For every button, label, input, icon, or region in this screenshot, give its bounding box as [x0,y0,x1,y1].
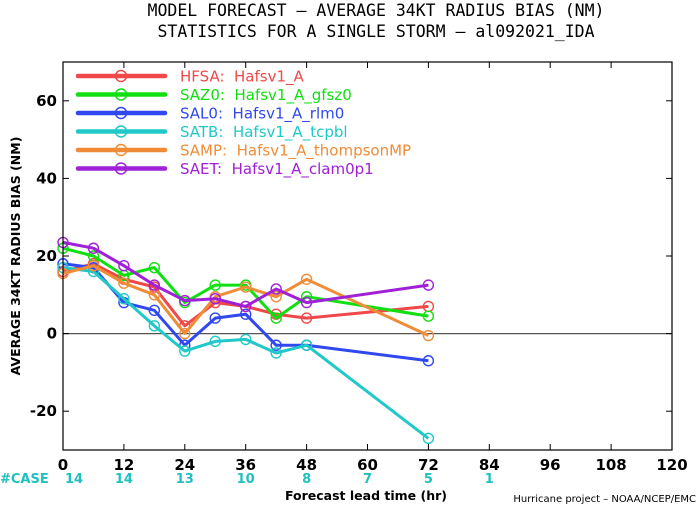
x-tick-label: 12 [113,456,134,474]
series-point [209,312,221,324]
legend-entry-4: SAMP: Hafsv1_A_thompsonMP [75,142,411,161]
series-point [300,339,313,351]
legend-entry-5: SAET: Hafsv1_A_clam0p1 [75,160,374,179]
series-point [118,277,130,289]
x-tick-label: 72 [418,456,439,474]
legend-entry-0: HFSA: Hafsv1_A [75,68,305,87]
case-count: 14 [65,472,83,487]
series-line [62,246,429,320]
series-point [209,292,221,305]
case-count: 8 [302,472,311,487]
case-count: 7 [363,472,372,487]
legend-marker [114,162,128,175]
series-point [148,320,161,332]
legend-label: SAZ0: Hafsv1_A_gfsz0 [180,86,352,105]
legend-label: SATB: Hafsv1_A_tcpbl [180,123,348,142]
case-counts: #CASE 14 14 13 10 8 7 5 1 [0,472,494,487]
x-tick-label: 96 [540,456,561,474]
series-point [87,260,100,272]
legend-marker [114,143,128,157]
y-tick-label: 60 [36,92,57,110]
case-count: 1 [485,472,494,487]
y-tick-label: 20 [36,247,57,265]
x-tick-label: 108 [595,456,626,474]
legend-marker [114,69,128,83]
series-point [270,312,282,324]
series-point [179,327,191,340]
series-point [300,312,313,324]
legend-entry-3: SATB: Hafsv1_A_tcpbl [75,123,348,142]
series-layer [57,236,435,445]
y-tick-label: 0 [47,325,57,343]
legend-label: SAL0: Hafsv1_A_rlm0 [180,105,344,124]
series-line [62,266,430,440]
legend-marker [114,106,128,120]
legend-entry-2: SAL0: Hafsv1_A_rlm0 [75,105,344,124]
series-point [270,339,282,351]
series-point [270,283,282,295]
series-5 [57,236,435,313]
legend-label: HFSA: Hafsv1_A [180,68,305,87]
series-point [270,347,282,359]
legend-marker [114,125,128,138]
series-point [300,273,313,285]
series-point [270,291,282,303]
series-point [239,281,252,293]
series-point [239,308,252,320]
x-axis-title: Forecast lead time (hr) [285,488,447,503]
case-count: 5 [424,472,433,487]
series-line [62,240,429,308]
chart-title: MODEL FORECAST – AVERAGE 34KT RADIUS BIA… [148,1,605,20]
ticks-layer: 0 12 24 36 48 60 72 84 96 108 120 -20 0 20 40 60 [30,62,688,474]
legend-label: SAMP: Hafsv1_A_thompsonMP [180,142,411,161]
x-tick-label: 36 [235,456,256,474]
legend-marker [114,88,128,101]
x-tick-label: 24 [174,456,195,474]
series-point [118,260,130,272]
series-point [148,279,161,291]
x-tick-label: 120 [656,456,687,474]
series-point [422,432,435,445]
series-point [148,304,161,317]
series-point [148,261,161,274]
case-count: 10 [237,472,255,487]
y-tick-label: -20 [30,402,57,420]
series-point [422,329,435,342]
case-count: 14 [115,472,133,487]
series-point [422,310,435,322]
series-point [87,242,100,254]
series-4 [57,260,435,342]
legend-label: SAET: Hafsv1_A_clam0p1 [180,160,374,179]
x-tick-label: 48 [296,456,317,474]
series-point [179,294,191,307]
credit-text: Hurricane project – NOAA/NCEP/EMC [513,494,696,505]
series-point [422,355,435,367]
x-tick-label: 84 [479,456,500,474]
case-label: #CASE [0,472,49,487]
legend-entry-1: SAZ0: Hafsv1_A_gfsz0 [75,86,352,105]
chart-subtitle: STATISTICS FOR A SINGLE STORM – al092021… [157,22,594,41]
y-axis-title: AVERAGE 34KT RADIUS BIAS (NM) [8,137,23,376]
series-point [239,300,252,313]
series-point [118,292,130,305]
series-point [209,335,221,348]
series-line [62,264,430,337]
x-tick-label: 0 [58,456,68,474]
series-point [422,279,435,291]
series-point [209,279,221,291]
series-point [179,345,191,357]
y-tick-label: 40 [36,169,57,187]
x-tick-label: 60 [357,456,378,474]
series-point [300,296,313,309]
series-point [239,333,252,346]
case-count: 13 [176,472,194,487]
